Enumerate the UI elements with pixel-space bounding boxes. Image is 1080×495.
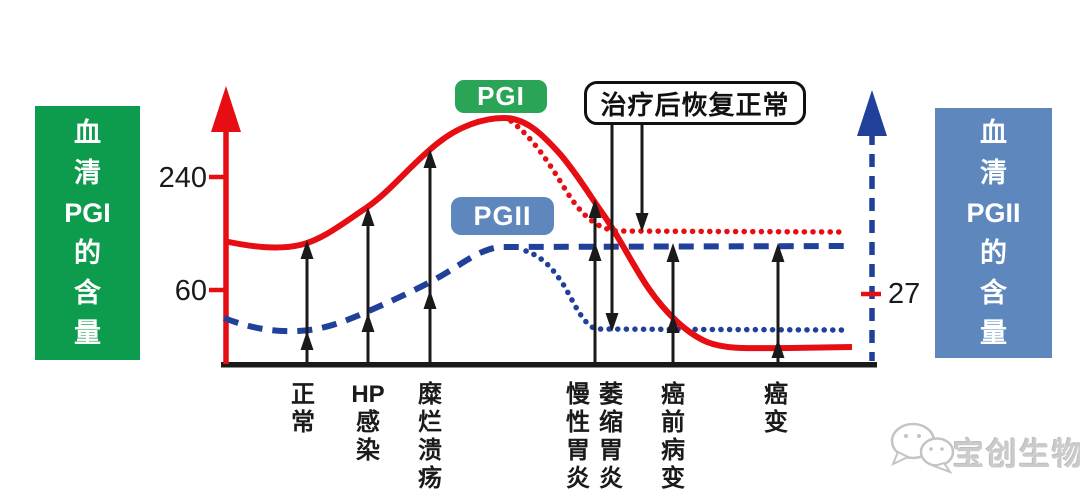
x-axis-line xyxy=(221,362,877,368)
recovery-arrow-to-pgi-line xyxy=(635,120,649,232)
right-axis-title-panel: 血清 PGII 的含量 xyxy=(935,108,1052,358)
right-y-axis-arrow-icon xyxy=(857,90,887,136)
arrow-precancerous-lesion xyxy=(666,243,680,362)
x-axis-label: 正常 xyxy=(291,381,315,436)
arrow-hp-infection xyxy=(361,207,375,362)
pgi-legend-badge: PGI xyxy=(455,80,547,113)
x-axis-label: 慢性胃炎 xyxy=(566,381,590,492)
pgii-recovery-dotted-line xyxy=(523,248,845,333)
recovery-arrow-to-pgii-line xyxy=(605,120,619,332)
recovery-annotation-box: 治疗后恢复正常 xyxy=(584,81,806,125)
pgii-curve xyxy=(222,243,850,335)
x-axis-label: HP 感染 xyxy=(351,381,385,464)
x-axis-label: 癌变 xyxy=(764,381,788,436)
pgi-recovery-dotted-line xyxy=(508,118,850,235)
x-axis-label: 萎缩胃炎 xyxy=(599,381,623,492)
arrow-normal xyxy=(300,240,314,362)
wechat-icon xyxy=(890,422,955,475)
x-axis-label: 糜烂溃疡 xyxy=(418,381,442,492)
left-y-axis-arrow-icon xyxy=(211,86,241,132)
right-axis-tick-27: 27 xyxy=(888,278,921,310)
arrow-erosive-ulcer xyxy=(423,149,437,362)
left-axis-title-panel: 血清 PGI 的含量 xyxy=(35,106,140,360)
arrow-cancer xyxy=(771,243,785,362)
arrow-chronic-gastritis xyxy=(588,199,602,362)
left-axis-tick-60: 60 xyxy=(174,275,207,307)
x-axis-label: 癌前病变 xyxy=(661,381,685,492)
left-axis-tick-240: 240 xyxy=(158,162,207,194)
watermark-text: 宝创生物 xyxy=(953,437,1080,472)
pgi-curve xyxy=(223,114,853,352)
pgii-legend-badge: PGII xyxy=(451,197,554,235)
